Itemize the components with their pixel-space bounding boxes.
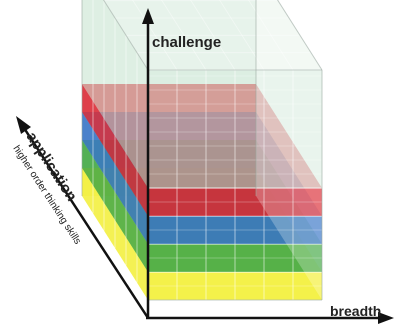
axes	[16, 8, 394, 324]
layer-top-face-red	[82, 84, 322, 188]
grid-line	[161, 0, 207, 71]
vertical-axis-label: challenge	[152, 34, 221, 51]
cube-grid-lines	[81, 0, 323, 301]
layer-top-face-light-green	[103, 0, 322, 70]
horizontal-axis-arrow-icon	[378, 312, 394, 324]
grid-line	[276, 0, 323, 71]
horizontal-axis-label: breadth	[330, 303, 381, 319]
grid-line	[102, 0, 149, 71]
depth-axis	[22, 127, 150, 319]
grid-line	[190, 0, 236, 71]
grid-line	[132, 0, 178, 71]
grid-line	[219, 0, 265, 71]
vertical-axis-arrow-icon	[142, 8, 154, 24]
stacked-layer-cube	[82, 0, 322, 300]
grid-line	[248, 0, 294, 71]
depth-axis-arrow-icon	[16, 116, 31, 134]
cube-right-face	[256, 0, 322, 300]
